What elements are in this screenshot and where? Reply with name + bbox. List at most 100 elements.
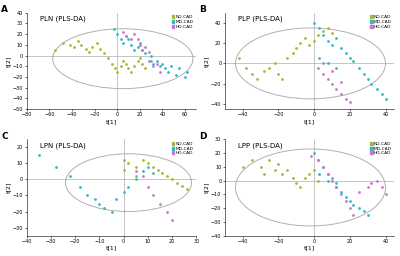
- Point: [176, 66, 182, 70]
- Point: [66, 43, 73, 47]
- Point: [148, 59, 154, 63]
- Point: [140, 158, 146, 162]
- Point: [350, 203, 356, 207]
- Point: [67, 174, 74, 178]
- Point: [150, 171, 156, 175]
- Point: [91, 197, 98, 201]
- Legend: ND-CAD, MD-CAD, HD-CAD: ND-CAD, MD-CAD, HD-CAD: [171, 142, 194, 156]
- Point: [139, 48, 145, 52]
- Point: [179, 184, 185, 188]
- Point: [248, 158, 255, 162]
- Point: [168, 64, 175, 68]
- Point: [105, 56, 111, 60]
- Point: [74, 38, 81, 42]
- Point: [261, 69, 267, 73]
- Point: [325, 61, 332, 66]
- Point: [346, 199, 353, 203]
- Point: [145, 185, 151, 189]
- Point: [379, 185, 385, 189]
- Point: [131, 48, 137, 52]
- Point: [134, 45, 141, 49]
- Point: [139, 48, 145, 52]
- Point: [379, 92, 385, 96]
- Point: [97, 47, 104, 51]
- Point: [314, 158, 321, 162]
- Legend: ND-CAD, MD-CAD, HD-CAD: ND-CAD, MD-CAD, HD-CAD: [171, 15, 194, 29]
- Point: [142, 66, 149, 70]
- Point: [108, 62, 115, 66]
- Point: [364, 77, 371, 81]
- Point: [117, 37, 124, 41]
- Point: [108, 209, 115, 214]
- Point: [275, 71, 282, 76]
- Point: [128, 43, 134, 47]
- Point: [137, 43, 143, 47]
- Text: C: C: [1, 132, 8, 141]
- Point: [329, 43, 335, 47]
- Point: [164, 174, 170, 178]
- Point: [261, 172, 267, 176]
- Point: [368, 181, 374, 185]
- Point: [311, 151, 317, 155]
- Point: [132, 165, 139, 169]
- Point: [131, 64, 137, 68]
- Point: [157, 201, 163, 206]
- Point: [169, 218, 175, 222]
- Point: [279, 172, 285, 176]
- Point: [243, 66, 250, 70]
- Point: [329, 176, 335, 180]
- Point: [134, 59, 141, 63]
- Point: [314, 66, 321, 70]
- Point: [248, 71, 255, 76]
- Point: [284, 167, 290, 172]
- Point: [71, 45, 77, 49]
- Point: [125, 66, 132, 70]
- Point: [346, 56, 353, 60]
- Point: [290, 51, 296, 55]
- Point: [112, 66, 118, 70]
- Legend: ND-CAD, MD-CAD, HD-CAD: ND-CAD, MD-CAD, HD-CAD: [370, 142, 392, 156]
- Point: [290, 176, 296, 180]
- Point: [36, 153, 42, 157]
- Point: [346, 100, 353, 104]
- Point: [306, 172, 312, 176]
- Point: [132, 169, 139, 174]
- Y-axis label: t[2]: t[2]: [204, 182, 210, 193]
- Point: [84, 194, 90, 198]
- Point: [296, 185, 303, 189]
- Point: [96, 201, 103, 206]
- Point: [329, 82, 335, 86]
- Point: [89, 45, 96, 49]
- Point: [114, 32, 120, 36]
- Point: [332, 66, 339, 70]
- Point: [142, 45, 149, 49]
- Point: [113, 197, 120, 201]
- Text: LPP (PLS-DA): LPP (PLS-DA): [238, 142, 283, 149]
- Point: [332, 87, 339, 91]
- Point: [343, 199, 350, 203]
- Point: [148, 54, 154, 58]
- Point: [332, 36, 339, 40]
- Point: [110, 27, 117, 31]
- Point: [316, 172, 323, 176]
- Text: B: B: [199, 5, 206, 14]
- Point: [154, 62, 160, 66]
- Point: [82, 47, 89, 51]
- Point: [350, 59, 356, 63]
- Point: [325, 26, 332, 30]
- Point: [131, 32, 137, 36]
- Point: [332, 185, 339, 189]
- Point: [140, 174, 146, 178]
- Point: [266, 66, 273, 70]
- Point: [159, 171, 166, 175]
- Point: [325, 178, 332, 183]
- Point: [100, 51, 107, 55]
- Legend: ND-CAD, MD-CAD, HD-CAD: ND-CAD, MD-CAD, HD-CAD: [370, 15, 392, 29]
- Point: [159, 62, 166, 66]
- Point: [123, 34, 130, 38]
- Point: [316, 26, 323, 30]
- Point: [134, 37, 141, 41]
- Point: [307, 154, 314, 158]
- Point: [302, 176, 308, 180]
- Point: [338, 192, 344, 196]
